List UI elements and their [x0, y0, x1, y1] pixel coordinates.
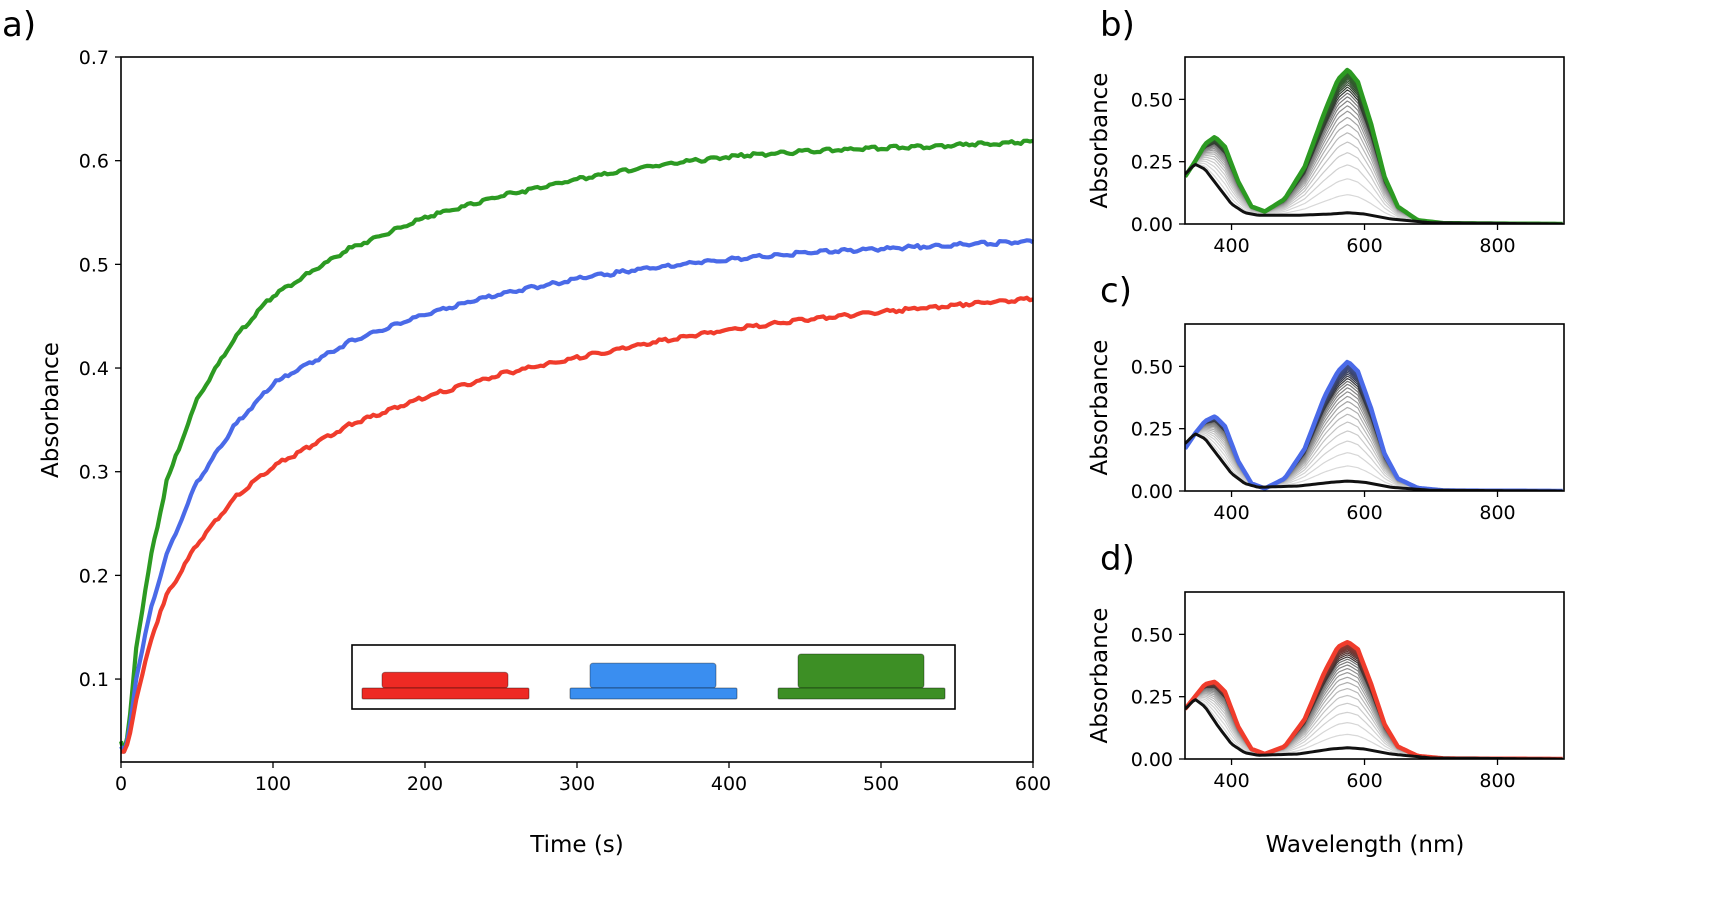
- y-tick-label: 0.7: [79, 47, 109, 69]
- panel-a-kinetics-chart: 0 100 200 300 400 500 600 0.1 0.2 0.3 0.4 0.5 0.6 0.7…: [2, 5, 1051, 858]
- x-tick-label: 800: [1479, 235, 1515, 257]
- legend-swatch-top-legend_red: [381, 671, 509, 689]
- red-series-line: [121, 295, 1034, 754]
- x-tick-label: 500: [863, 773, 899, 795]
- x-tick-label: 600: [1015, 773, 1051, 795]
- x-tick-label: 200: [407, 773, 443, 795]
- y-tick-label: 0.25: [1131, 687, 1173, 709]
- y-tick-label: 0.6: [79, 151, 109, 173]
- spectra-plot-area: [1185, 639, 1563, 759]
- plot-frame: [1184, 56, 1565, 225]
- y-tick-label: 0.00: [1131, 749, 1173, 771]
- y-axis-label: Absorbance: [1087, 73, 1113, 209]
- x-tick-label: 600: [1346, 770, 1382, 792]
- x-tick-label: 600: [1346, 502, 1382, 524]
- x-axis-label: Wavelength (nm): [1266, 832, 1465, 858]
- x-tick-label: 100: [255, 773, 291, 795]
- green-series-line: [118, 138, 1034, 754]
- y-tick-label: 0.4: [79, 358, 109, 380]
- panel-d-spectra-chart: 400 600 800 0.00 0.25 0.50 Absorbance d) Wavelen…: [1087, 539, 1565, 858]
- y-tick-label: 0.50: [1131, 356, 1173, 378]
- x-tick-label: 400: [1213, 770, 1249, 792]
- x-tick-label: 800: [1479, 502, 1515, 524]
- legend-swatch-base-legend_green: [777, 687, 946, 700]
- plot-frame: [1184, 323, 1565, 492]
- y-axis-label: Absorbance: [1087, 608, 1113, 744]
- blue-series-line: [119, 238, 1035, 754]
- legend-swatch-top-legend_blue: [589, 662, 717, 689]
- legend-swatch-base-legend_red: [361, 687, 530, 700]
- y-tick-label: 0.3: [79, 462, 109, 484]
- x-tick-label: 0: [115, 773, 127, 795]
- panel-label: b): [1100, 5, 1135, 45]
- y-tick-label: 0.25: [1131, 419, 1173, 441]
- x-tick-label: 400: [711, 773, 747, 795]
- y-tick-label: 0.00: [1131, 214, 1173, 236]
- chart-legend: [351, 644, 956, 710]
- x-tick-label: 800: [1479, 770, 1515, 792]
- panel-label: a): [2, 5, 36, 45]
- y-tick-label: 0.50: [1131, 624, 1173, 646]
- x-tick-label: 300: [559, 773, 595, 795]
- legend-swatch-top-legend_green: [797, 653, 925, 689]
- x-tick-label: 400: [1213, 235, 1249, 257]
- spectra-plot-area: [1185, 67, 1563, 224]
- y-tick-label: 0.2: [79, 565, 109, 587]
- y-tick-label: 0.5: [79, 254, 109, 276]
- y-tick-label: 0.25: [1131, 152, 1173, 174]
- panel-label: c): [1100, 271, 1132, 311]
- y-axis-label: Absorbance: [38, 342, 64, 478]
- plot-frame: [120, 56, 1034, 763]
- panel-c-spectra-chart: 400 600 800 0.00 0.25 0.50 Absorbance c): [1087, 271, 1565, 524]
- spectra-plot-area: [1185, 359, 1563, 491]
- panel-label: d): [1100, 539, 1135, 579]
- y-axis-label: Absorbance: [1087, 340, 1113, 476]
- y-tick-label: 0.00: [1131, 481, 1173, 503]
- x-tick-label: 400: [1213, 502, 1249, 524]
- panel-b-spectra-chart: 400 600 800 0.00 0.25 0.50 Absorbance b): [1087, 5, 1565, 257]
- y-tick-label: 0.1: [79, 669, 109, 691]
- y-tick-label: 0.50: [1131, 89, 1173, 111]
- x-tick-label: 600: [1346, 235, 1382, 257]
- x-axis-label: Time (s): [529, 832, 624, 858]
- legend-swatch-base-legend_blue: [569, 687, 738, 700]
- plot-frame: [1184, 591, 1565, 760]
